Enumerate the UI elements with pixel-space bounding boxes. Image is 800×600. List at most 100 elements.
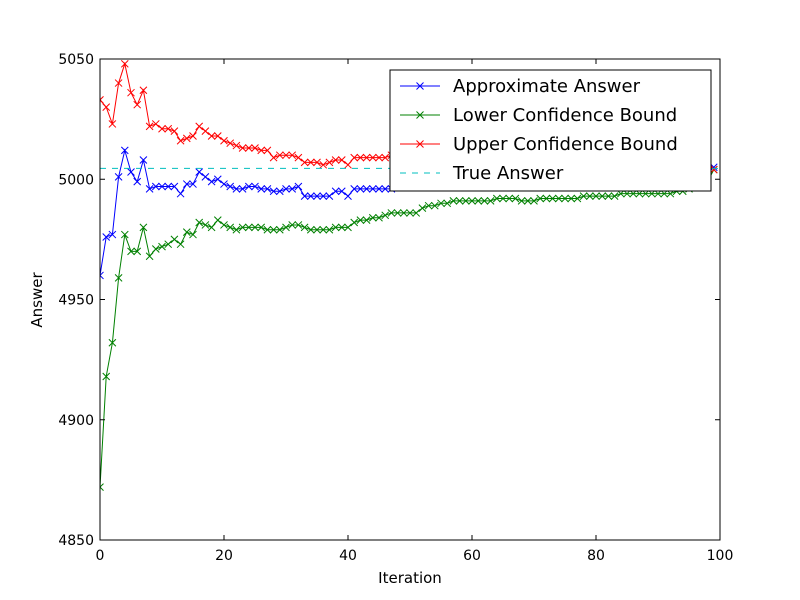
lower-confidence-bound-point — [120, 230, 129, 239]
lower-confidence-bound-point — [548, 194, 557, 203]
lower-confidence-bound-point — [145, 252, 154, 261]
lower-confidence-bound-point — [244, 223, 253, 232]
upper-confidence-bound-point — [257, 146, 266, 155]
upper-confidence-bound-point — [207, 132, 216, 140]
legend-marker — [416, 140, 424, 148]
approximate-answer-point — [368, 185, 377, 193]
lower-confidence-bound-point — [610, 192, 619, 200]
approximate-answer-point — [189, 180, 197, 188]
upper-confidence-bound-point — [251, 144, 259, 152]
approximate-answer-point — [100, 271, 104, 280]
upper-confidence-bound-point — [238, 144, 247, 152]
lower-confidence-bound-point — [486, 197, 495, 205]
lower-confidence-bound-point — [182, 228, 191, 237]
lower-confidence-bound-point — [523, 197, 532, 205]
lower-confidence-bound-point — [592, 192, 600, 200]
lower-confidence-bound-point — [127, 247, 135, 256]
lower-confidence-bound-point — [443, 199, 452, 208]
lower-confidence-bound-point — [102, 372, 111, 381]
legend-entry-lower-confidence-bound: Lower Confidence Bound — [400, 105, 677, 126]
lower-confidence-bound-point — [604, 192, 613, 200]
upper-confidence-bound-point — [151, 120, 160, 128]
approximate-answer-point — [300, 192, 309, 200]
lower-confidence-bound-point — [306, 225, 315, 234]
lower-confidence-bound-point — [381, 211, 390, 220]
lower-confidence-bound-point — [598, 192, 607, 200]
approximate-answer-point — [114, 172, 123, 181]
legend-entry-true-answer: True Answer — [400, 163, 564, 184]
lower-confidence-bound-point — [282, 223, 290, 232]
upper-confidence-bound-point — [133, 100, 142, 109]
lower-confidence-bound-point — [585, 192, 594, 200]
legend-label: Upper Confidence Bound — [453, 134, 678, 155]
upper-confidence-bound-point — [282, 151, 290, 160]
lower-confidence-bound-point — [300, 223, 309, 232]
lower-confidence-bound-point — [468, 197, 476, 205]
approximate-answer-point — [226, 182, 235, 191]
approximate-answer-point — [102, 233, 111, 241]
lower-confidence-bound-point — [424, 201, 433, 210]
lower-confidence-bound-point — [195, 218, 204, 227]
upper-confidence-bound-point — [368, 153, 377, 162]
lower-confidence-bound-point — [158, 242, 166, 251]
lower-confidence-bound-point — [238, 223, 247, 232]
legend: Approximate Answer Lower Confidence Bound… — [389, 69, 712, 192]
upper-confidence-bound-point — [158, 124, 166, 133]
approximate-answer-point — [213, 175, 222, 184]
upper-confidence-bound-point — [220, 136, 228, 145]
legend-marker — [416, 82, 424, 90]
lower-confidence-bound-point — [100, 483, 104, 491]
lower-confidence-bound-point — [288, 221, 297, 229]
x-tick-label: 0 — [96, 548, 105, 564]
upper-confidence-bound-point — [350, 153, 359, 162]
upper-confidence-bound-point — [201, 127, 210, 136]
upper-confidence-bound-point — [108, 120, 117, 128]
x-tick-label: 80 — [587, 548, 605, 564]
lower-confidence-bound-point — [573, 194, 582, 203]
approximate-answer-point — [182, 180, 191, 188]
lower-confidence-bound-point — [356, 216, 365, 224]
x-tick-label: 100 — [707, 548, 734, 564]
approximate-answer-point — [232, 185, 241, 193]
lower-confidence-bound-point — [337, 223, 346, 232]
approximate-answer-point — [282, 185, 290, 193]
lower-confidence-bound-point — [418, 204, 427, 212]
lower-confidence-bound-point — [331, 223, 340, 232]
upper-confidence-bound-point — [275, 151, 284, 160]
approximate-answer-point — [201, 172, 210, 181]
lower-confidence-bound-point — [368, 213, 377, 222]
lower-confidence-bound-point — [151, 245, 160, 253]
lower-confidence-bound-point — [567, 194, 576, 203]
lower-confidence-bound-point — [133, 247, 142, 256]
y-tick-label: 5050 — [58, 52, 94, 68]
approximate-answer-point — [325, 192, 334, 200]
upper-confidence-bound-point — [288, 151, 297, 160]
approximate-answer-point — [269, 187, 278, 196]
lower-confidence-bound-point — [393, 209, 402, 217]
approximate-answer-point — [170, 182, 179, 191]
approximate-answer-point — [127, 168, 135, 176]
y-tick-label: 4950 — [58, 293, 94, 309]
approximate-answer-point — [313, 192, 321, 200]
lower-confidence-bound-point — [511, 194, 520, 203]
lower-confidence-bound-point — [139, 223, 148, 232]
approximate-answer-point — [306, 192, 315, 200]
approximate-answer-point — [158, 182, 166, 191]
approximate-answer-point — [288, 185, 297, 193]
lower-confidence-bound-point — [542, 194, 551, 203]
lower-confidence-bound-point — [114, 274, 123, 282]
lower-confidence-bound-point — [505, 194, 514, 203]
upper-confidence-bound-point — [176, 136, 185, 145]
approximate-answer-point — [362, 185, 371, 193]
lower-confidence-bound-point — [164, 240, 173, 249]
approximate-answer-point — [207, 177, 216, 186]
lower-confidence-bound-point — [536, 194, 545, 203]
y-axis-label: Answer — [28, 272, 46, 328]
lower-confidence-bound-point — [257, 223, 266, 232]
legend-entry-upper-confidence-bound: Upper Confidence Bound — [400, 134, 678, 155]
upper-confidence-bound-point — [356, 153, 365, 162]
approximate-answer-point — [220, 180, 228, 188]
lower-confidence-bound-point — [220, 221, 228, 229]
lower-confidence-bound-point — [226, 223, 235, 232]
